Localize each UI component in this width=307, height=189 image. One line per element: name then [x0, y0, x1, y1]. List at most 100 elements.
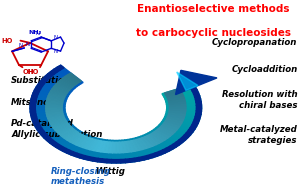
- Wedge shape: [70, 134, 83, 143]
- Wedge shape: [64, 131, 78, 140]
- Wedge shape: [84, 156, 90, 160]
- Wedge shape: [160, 126, 175, 134]
- Wedge shape: [167, 108, 202, 111]
- Wedge shape: [34, 88, 41, 91]
- Wedge shape: [125, 140, 135, 162]
- Wedge shape: [44, 136, 51, 140]
- Wedge shape: [67, 150, 74, 155]
- Wedge shape: [46, 138, 53, 143]
- Wedge shape: [111, 160, 116, 163]
- Wedge shape: [46, 110, 63, 113]
- Wedge shape: [32, 117, 38, 121]
- Wedge shape: [165, 119, 182, 125]
- Wedge shape: [63, 149, 70, 153]
- Wedge shape: [30, 105, 65, 109]
- Text: chiral bases: chiral bases: [239, 101, 297, 110]
- Wedge shape: [34, 88, 68, 97]
- Wedge shape: [84, 138, 99, 160]
- Wedge shape: [195, 96, 200, 99]
- Wedge shape: [31, 96, 66, 103]
- Wedge shape: [169, 112, 185, 115]
- Text: Metal-catalyzed: Metal-catalyzed: [220, 125, 297, 134]
- Wedge shape: [119, 140, 126, 163]
- Wedge shape: [57, 126, 72, 134]
- Wedge shape: [186, 130, 193, 135]
- Wedge shape: [52, 121, 68, 128]
- Wedge shape: [67, 135, 89, 155]
- Wedge shape: [33, 90, 68, 99]
- Wedge shape: [164, 90, 199, 99]
- Wedge shape: [145, 133, 169, 153]
- Wedge shape: [54, 67, 81, 85]
- Wedge shape: [30, 110, 65, 115]
- Wedge shape: [49, 91, 66, 97]
- Wedge shape: [125, 159, 130, 163]
- Wedge shape: [157, 125, 188, 140]
- Wedge shape: [107, 140, 113, 163]
- Wedge shape: [97, 141, 104, 152]
- Wedge shape: [54, 84, 70, 91]
- Wedge shape: [93, 140, 101, 151]
- Wedge shape: [138, 136, 157, 157]
- Wedge shape: [169, 105, 186, 108]
- Wedge shape: [160, 122, 193, 135]
- Wedge shape: [130, 139, 144, 161]
- Wedge shape: [46, 127, 76, 143]
- Wedge shape: [46, 108, 62, 111]
- Wedge shape: [83, 138, 93, 149]
- Wedge shape: [30, 108, 65, 112]
- Text: Allylic substitution: Allylic substitution: [11, 130, 103, 139]
- Wedge shape: [169, 103, 186, 106]
- Wedge shape: [45, 74, 52, 78]
- Wedge shape: [67, 132, 80, 142]
- Wedge shape: [75, 136, 94, 158]
- Wedge shape: [31, 112, 66, 118]
- Wedge shape: [33, 90, 39, 94]
- Wedge shape: [122, 142, 128, 153]
- Wedge shape: [116, 140, 121, 163]
- Wedge shape: [31, 96, 37, 100]
- Wedge shape: [196, 105, 202, 108]
- Wedge shape: [162, 148, 169, 153]
- Wedge shape: [131, 140, 139, 151]
- Wedge shape: [189, 84, 196, 88]
- Wedge shape: [97, 140, 107, 162]
- Wedge shape: [90, 140, 99, 150]
- Wedge shape: [147, 135, 159, 145]
- Text: Cycloaddition: Cycloaddition: [231, 65, 297, 74]
- Wedge shape: [135, 137, 153, 159]
- Text: N: N: [53, 49, 58, 54]
- Wedge shape: [56, 82, 71, 90]
- Wedge shape: [168, 114, 185, 118]
- Wedge shape: [93, 139, 105, 162]
- Wedge shape: [59, 128, 74, 136]
- Wedge shape: [119, 142, 124, 153]
- Wedge shape: [88, 139, 102, 161]
- Wedge shape: [116, 142, 120, 153]
- Text: N: N: [53, 35, 58, 40]
- Wedge shape: [134, 140, 143, 150]
- Wedge shape: [54, 67, 61, 72]
- Wedge shape: [152, 132, 165, 141]
- Wedge shape: [165, 88, 181, 95]
- Wedge shape: [47, 96, 64, 101]
- Wedge shape: [68, 73, 81, 82]
- Wedge shape: [39, 122, 72, 135]
- Wedge shape: [188, 128, 195, 132]
- Wedge shape: [196, 108, 202, 111]
- Wedge shape: [51, 89, 67, 95]
- Text: NH₂: NH₂: [28, 30, 41, 35]
- Wedge shape: [168, 96, 184, 100]
- Wedge shape: [169, 108, 186, 111]
- Wedge shape: [165, 113, 200, 120]
- Wedge shape: [156, 129, 170, 138]
- Wedge shape: [154, 128, 183, 145]
- Wedge shape: [46, 103, 62, 106]
- Wedge shape: [166, 102, 201, 106]
- Wedge shape: [48, 72, 55, 76]
- Wedge shape: [49, 128, 78, 145]
- Text: Substitution: Substitution: [11, 76, 71, 85]
- Wedge shape: [46, 112, 63, 116]
- Wedge shape: [56, 145, 63, 149]
- Text: strategies: strategies: [248, 136, 297, 145]
